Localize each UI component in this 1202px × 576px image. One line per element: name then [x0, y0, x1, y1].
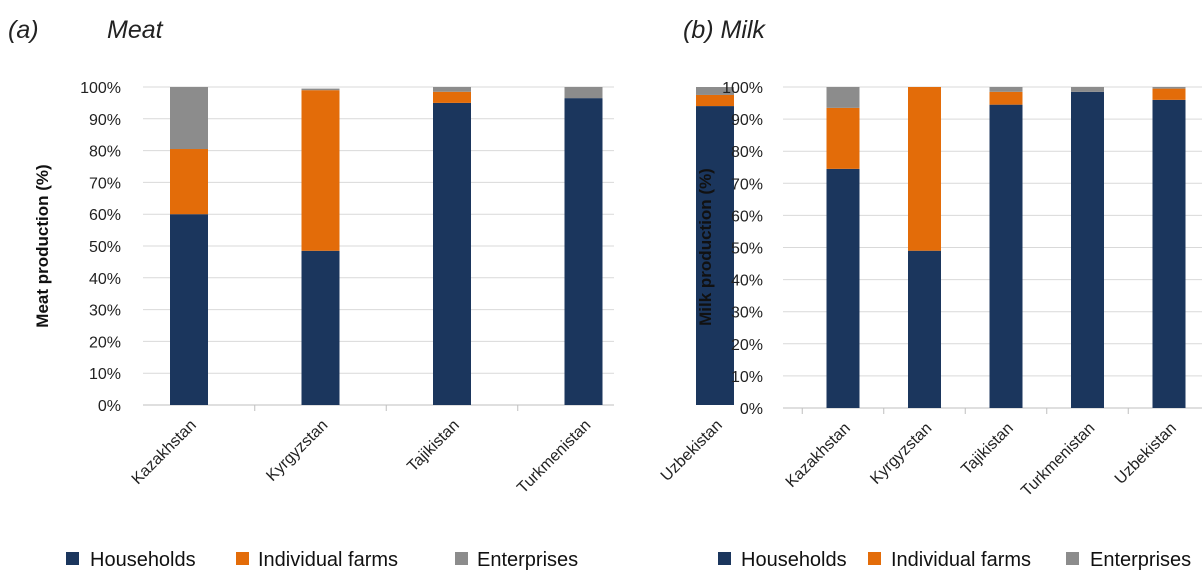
- y-tick-label: 40%: [89, 271, 121, 288]
- y-tick-label: 60%: [731, 208, 763, 225]
- bar-segment: [908, 250, 941, 408]
- y-tick-label: 0%: [740, 401, 763, 418]
- y-tick-label: 50%: [731, 241, 763, 258]
- legend-swatch: [455, 552, 468, 565]
- y-tick-label: 80%: [731, 144, 763, 161]
- bar-segment: [433, 102, 471, 406]
- y-axis-label: Milk production (%): [696, 168, 715, 326]
- bar-segment: [170, 149, 208, 215]
- y-tick-label: 40%: [731, 273, 763, 290]
- x-category-label: Uzbekistan: [658, 417, 726, 485]
- x-category-label: Kazakhstan: [783, 420, 854, 491]
- legend-label: Enterprises: [477, 549, 578, 571]
- legend-label: Individual farms: [891, 549, 1031, 571]
- y-tick-label: 30%: [731, 305, 763, 322]
- y-tick-label: 60%: [89, 207, 121, 224]
- panel-b-title: (b) Milk: [683, 16, 765, 44]
- bar-segment: [826, 107, 860, 169]
- x-category-label: Uzbekistan: [1112, 420, 1180, 488]
- bar-segment: [433, 91, 471, 103]
- bar-segment: [826, 168, 860, 408]
- chart-meat: 0% 10% 20% 30% 40% 50% 60% 70% 80% 90% 100% Meat pr…: [33, 80, 734, 571]
- y-tick-label: 0%: [98, 398, 121, 415]
- y-tick-label: 20%: [731, 337, 763, 354]
- y-tick-label: 100%: [80, 80, 121, 97]
- y-tick-label: 10%: [89, 366, 121, 383]
- panel-a-title: Meat: [107, 16, 163, 44]
- x-category-label: Turkmenistan: [514, 417, 594, 497]
- bar-segment: [1152, 99, 1186, 408]
- y-tick-label: 50%: [89, 239, 121, 256]
- bar-segment: [1152, 87, 1186, 89]
- bar-segment: [301, 88, 340, 91]
- bar-segment: [170, 87, 208, 150]
- legend-label: Households: [90, 549, 196, 571]
- bar-segment: [696, 87, 734, 95]
- bar-segment: [1071, 87, 1104, 92]
- legend-label: Enterprises: [1090, 549, 1191, 571]
- x-category-label: Tajikistan: [958, 420, 1017, 479]
- x-category-label: Turkmenistan: [1018, 420, 1098, 500]
- bar-segment: [170, 214, 208, 405]
- y-axis-label: Meat production (%): [33, 164, 52, 327]
- bar-segment: [696, 106, 734, 405]
- y-tick-label: 100%: [722, 80, 763, 97]
- bar-segment: [826, 87, 860, 108]
- x-category-label: Kyrgyzstan: [867, 420, 935, 488]
- bar-segment: [433, 87, 471, 92]
- bar-segment: [989, 87, 1023, 92]
- y-tick-label: 90%: [89, 112, 121, 129]
- bar-segment: [564, 87, 603, 99]
- bar-segment: [301, 250, 340, 405]
- panel-a-letter: (a): [8, 16, 39, 44]
- bar-segment: [1152, 88, 1186, 100]
- y-tick-label: 10%: [731, 369, 763, 386]
- legend-label: Households: [741, 549, 847, 571]
- y-tick-label: 70%: [731, 176, 763, 193]
- legend-swatch: [868, 552, 881, 565]
- y-tick-label: 70%: [89, 175, 121, 192]
- legend-swatch: [66, 552, 79, 565]
- y-tick-label: 90%: [731, 112, 763, 129]
- x-category-label: Kyrgyzstan: [263, 417, 331, 485]
- bar-segment: [908, 87, 941, 251]
- y-tick-label: 80%: [89, 144, 121, 161]
- legend-label: Individual farms: [258, 549, 398, 571]
- bar-segment: [1071, 91, 1104, 408]
- chart-milk: 0% 10% 20% 30% 40% 50% 60% 70% 80% 90% 100% Milk pr…: [696, 80, 1202, 571]
- bar-segment: [301, 90, 340, 251]
- bar-segment: [696, 94, 734, 107]
- bar-segment: [989, 104, 1023, 408]
- bar-segment: [989, 91, 1023, 105]
- legend-swatch: [718, 552, 731, 565]
- x-category-label: Tajikistan: [404, 417, 463, 476]
- legend-swatch: [1066, 552, 1079, 565]
- bar-segment: [564, 98, 603, 405]
- y-tick-label: 30%: [89, 303, 121, 320]
- x-category-label: Kazakhstan: [129, 417, 200, 488]
- legend-swatch: [236, 552, 249, 565]
- y-tick-label: 20%: [89, 334, 121, 351]
